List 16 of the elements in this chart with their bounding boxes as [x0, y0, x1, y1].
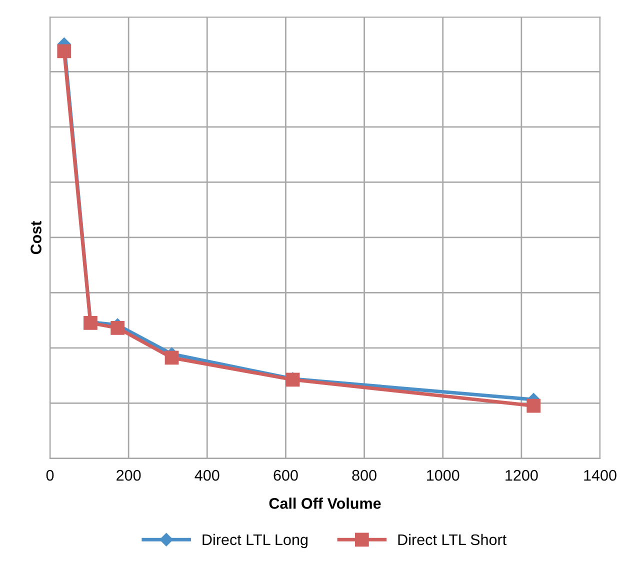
x-tick-label: 1200	[506, 470, 538, 481]
point	[526, 398, 541, 413]
point	[110, 320, 125, 335]
x-tick-label: 400	[194, 470, 220, 481]
x-tick-label: 0	[46, 470, 54, 481]
x-tick-label: 1000	[427, 470, 460, 481]
x-tick-label: 800	[352, 470, 376, 481]
point	[57, 44, 72, 58]
x-tick-label: 600	[274, 470, 298, 481]
legend-label: Direct LTL Long	[202, 534, 308, 548]
point	[164, 350, 179, 365]
legend-label: Direct LTL Short	[398, 534, 506, 546]
x-tick-label: 1400	[584, 470, 616, 481]
x-axis-title: Call Off Volume	[269, 498, 381, 509]
y-axis-title: Cost	[30, 221, 42, 254]
x-tick-label: 200	[116, 470, 141, 481]
